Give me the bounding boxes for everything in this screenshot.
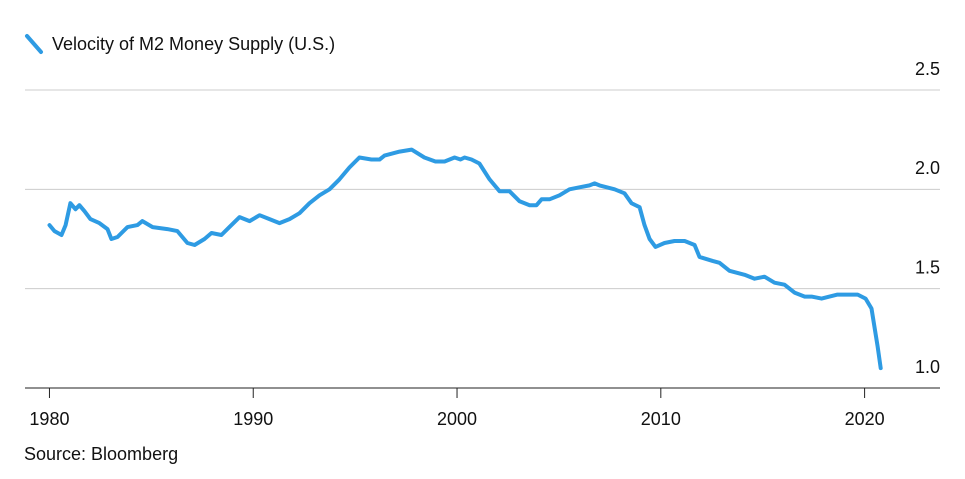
y-tick-label: 2.0 (915, 158, 940, 178)
y-tick-label: 2.5 (915, 59, 940, 79)
data-line (47, 147, 883, 371)
legend-swatch (25, 34, 43, 54)
x-tick-label: 1980 (29, 409, 69, 429)
x-tick-label: 2010 (641, 409, 681, 429)
x-tick-label: 2000 (437, 409, 477, 429)
y-tick-label: 1.0 (915, 357, 940, 377)
source: Source: Bloomberg (24, 444, 178, 464)
x-tick-label: 1990 (233, 409, 273, 429)
x-tick-label: 2020 (845, 409, 885, 429)
legend-label: Velocity of M2 Money Supply (U.S.) (52, 34, 335, 54)
y-tick-label: 1.5 (915, 257, 940, 277)
